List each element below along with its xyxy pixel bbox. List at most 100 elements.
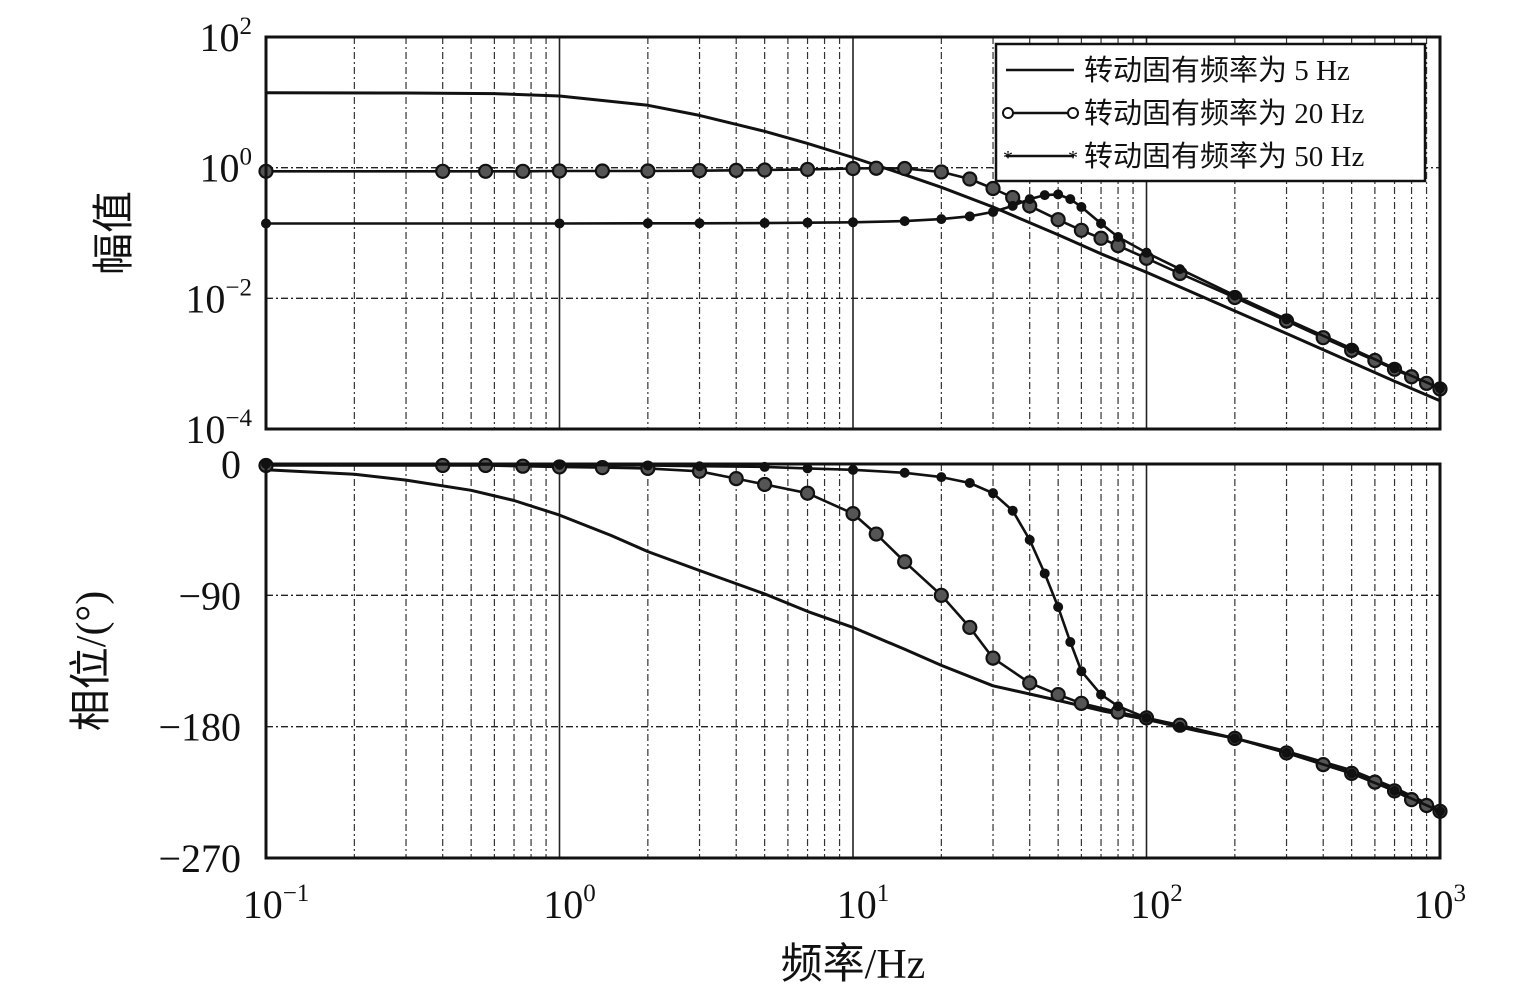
magnitude-data-point	[1096, 218, 1107, 229]
phase-data-point	[1076, 666, 1087, 677]
phase-data-point	[1346, 768, 1357, 779]
magnitude-data-point	[435, 163, 451, 179]
phase-data-point	[1065, 637, 1076, 648]
magnitude-data-point	[1039, 190, 1050, 201]
phase-series-3	[261, 459, 1445, 817]
phase-data-point	[757, 476, 773, 493]
phase-y-axis-title: 相位/(°)	[68, 591, 115, 731]
magnitude-y-ticks: 102 100 10−2 10−4	[185, 13, 252, 452]
magnitude-data-point	[1024, 194, 1035, 205]
magnitude-series-1	[265, 91, 1441, 403]
phase-data-point	[1096, 689, 1107, 700]
magnitude-series	[258, 91, 1448, 403]
x-tick-label: 100	[543, 880, 596, 927]
magnitude-data-point	[691, 163, 708, 179]
phase-plot-frame	[264, 462, 1442, 860]
x-tick-label: 10−1	[243, 880, 310, 927]
phase-panel: 0 −90 −180 −270 10−1 100 101 102 103 相位/(°) 频率/…	[68, 442, 1466, 988]
magnitude-data-point	[1113, 231, 1124, 242]
magnitude-data-point	[799, 161, 816, 178]
magnitude-data-point	[868, 160, 884, 176]
phase-data-point	[899, 467, 910, 478]
phase-y-tick-label: 0	[221, 442, 241, 487]
magnitude-data-point	[594, 163, 610, 179]
phase-data-point	[515, 458, 531, 474]
magnitude-data-point	[1093, 230, 1109, 246]
magnitude-data-point	[477, 163, 494, 179]
magnitude-data-point	[897, 160, 913, 177]
legend-label: 转动固有频率为 20 Hz	[1084, 97, 1364, 130]
magnitude-data-point	[1050, 212, 1066, 228]
magnitude-data-point	[759, 218, 770, 229]
legend-item: * * 转动固有频率为 50 Hz	[1003, 140, 1364, 173]
phase-y-tick-label: −270	[158, 836, 241, 881]
magnitude-series-line	[266, 193, 1441, 390]
phase-data-point	[1039, 568, 1050, 579]
magnitude-series-line	[266, 166, 1441, 391]
magnitude-data-point	[1073, 222, 1089, 238]
magnitude-data-point	[1281, 314, 1292, 325]
legend-marker	[1067, 107, 1079, 119]
magnitude-data-point	[802, 217, 813, 228]
magnitude-data-point	[933, 164, 949, 180]
magnitude-data-point	[899, 216, 910, 227]
legend-marker: *	[1003, 147, 1013, 169]
magnitude-data-point	[640, 163, 656, 179]
phase-data-point	[1174, 721, 1185, 732]
phase-data-point	[728, 470, 744, 487]
phase-data-point	[1141, 712, 1152, 723]
magnitude-data-point	[551, 163, 568, 179]
phase-data-point	[1281, 747, 1292, 758]
x-tick-label: 102	[1130, 880, 1183, 927]
magnitude-data-point	[1065, 194, 1076, 205]
magnitude-series-line	[265, 91, 1441, 403]
phase-data-point	[868, 526, 884, 542]
magnitude-y-axis-title: 幅值	[92, 191, 138, 275]
magnitude-data-point	[757, 162, 773, 178]
legend: 转动固有频率为 5 Hz 转动固有频率为 20 Hz * * 转动固有频率为 50 Hz	[994, 42, 1427, 183]
magnitude-data-point	[988, 206, 999, 217]
magnitude-data-point	[936, 214, 947, 225]
magnitude-panel: 102 100 10−2 10−4 幅值 转动固有频率为 5 Hz 转动固有频率为 20…	[92, 13, 1448, 452]
phase-data-point	[1389, 785, 1400, 796]
magnitude-data-point	[515, 163, 531, 179]
phase-data-point	[845, 506, 861, 522]
phase-y-tick-label: −180	[158, 705, 241, 750]
phase-data-point	[1229, 733, 1240, 744]
phase-series-line	[265, 462, 1441, 813]
magnitude-y-tick-label: 102	[200, 13, 253, 60]
phase-data-point	[964, 477, 975, 488]
phase-data-point	[897, 554, 913, 570]
phase-y-ticks: 0 −90 −180 −270	[158, 442, 241, 881]
phase-x-ticks: 10−1 100 101 102 103	[243, 880, 1466, 927]
legend-item: 转动固有频率为 20 Hz	[1002, 97, 1364, 130]
phase-series	[258, 457, 1448, 819]
phase-data-point	[985, 650, 1001, 666]
legend-marker	[1002, 107, 1014, 119]
phase-data-point	[848, 464, 858, 475]
phase-y-tick-label: −90	[178, 573, 241, 618]
magnitude-data-point	[1141, 247, 1152, 258]
magnitude-data-point	[985, 180, 1001, 197]
legend-marker: *	[1068, 147, 1078, 169]
magnitude-data-point	[848, 217, 858, 228]
magnitude-data-point	[1229, 290, 1240, 301]
phase-data-point	[1053, 602, 1064, 613]
phase-data-point	[799, 485, 816, 501]
phase-data-point	[962, 619, 978, 636]
x-tick-label: 101	[837, 880, 890, 927]
magnitude-data-point	[1346, 343, 1357, 354]
magnitude-data-point	[1053, 189, 1064, 200]
magnitude-y-tick-label: 10−2	[185, 274, 252, 321]
magnitude-data-point	[964, 211, 975, 222]
magnitude-y-tick-label: 100	[200, 144, 253, 191]
phase-data-point	[933, 587, 949, 603]
phase-data-point	[1024, 534, 1035, 545]
phase-data-point	[1022, 675, 1038, 691]
phase-data-point	[936, 472, 947, 483]
magnitude-data-point	[1076, 202, 1087, 213]
magnitude-data-point	[1174, 264, 1185, 275]
magnitude-data-point	[554, 218, 565, 229]
phase-grid	[266, 464, 1440, 858]
